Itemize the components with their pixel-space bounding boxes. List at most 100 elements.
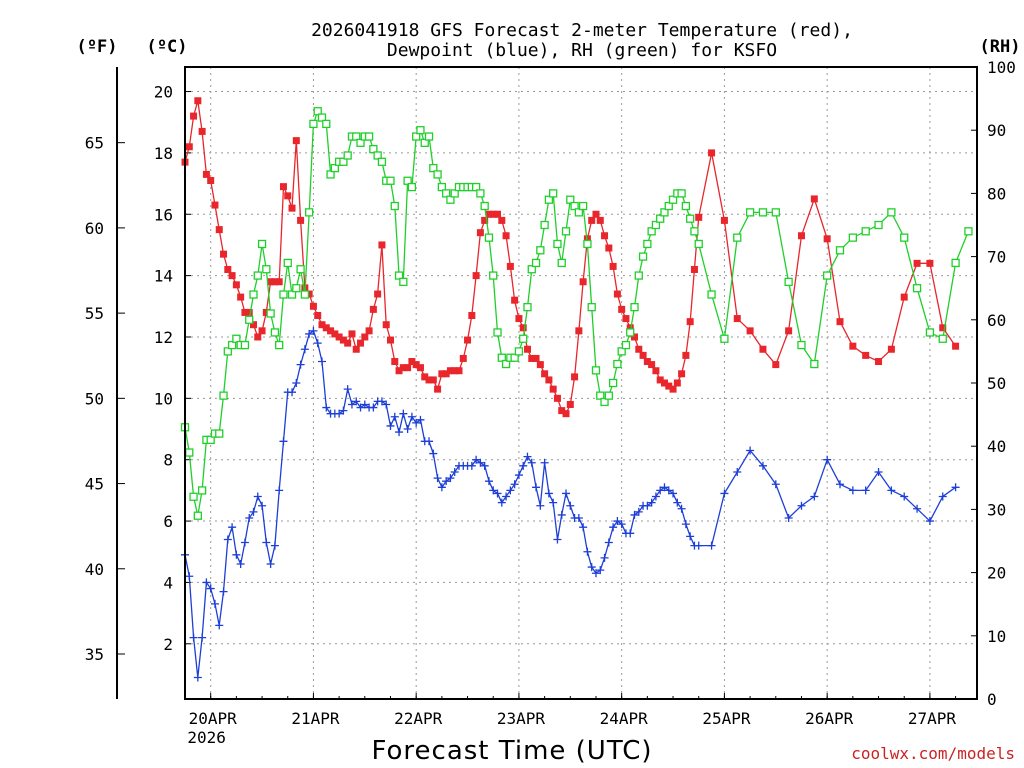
rh-point	[553, 239, 562, 249]
dewpoint-point	[245, 513, 254, 522]
rh-point	[352, 132, 361, 141]
rh-point	[377, 157, 387, 166]
dewpoint-point	[587, 563, 596, 572]
temperature-point	[622, 315, 630, 323]
temperature-point	[506, 262, 514, 270]
temperature-point	[331, 330, 339, 338]
temperature-point	[523, 345, 531, 353]
rh-point	[912, 284, 922, 293]
rh-tick-label: 70	[987, 248, 1006, 267]
temperature-point	[446, 367, 454, 375]
temperature-point	[408, 358, 416, 366]
celsius-tick-label: 10	[154, 389, 173, 408]
rh-line	[184, 109, 970, 516]
dewpoint-point	[369, 403, 378, 412]
temperature-point	[284, 192, 292, 200]
dewpoint-point	[604, 538, 613, 547]
temperature-point	[553, 394, 561, 402]
dewpoint-point	[536, 501, 545, 510]
temperature-point	[241, 308, 249, 316]
rh-point	[476, 189, 485, 198]
rh-point	[591, 366, 601, 375]
rh-point	[630, 303, 639, 312]
rh-point	[300, 290, 310, 299]
dewpoint-point	[544, 489, 553, 498]
temperature-point	[785, 327, 793, 335]
dewpoint-point	[493, 489, 502, 498]
temperature-point	[369, 305, 377, 313]
rh-point	[343, 151, 352, 160]
rh-point	[441, 189, 451, 198]
temperature-point	[344, 339, 352, 347]
temperature-point	[348, 330, 356, 338]
rh-point	[185, 448, 194, 457]
fahrenheit-tick-label: 60	[85, 219, 104, 238]
rh-point	[270, 328, 280, 337]
dewpoint-point	[562, 489, 571, 498]
temperature-point	[207, 177, 215, 185]
dewpoint-point	[651, 492, 660, 501]
temperature-point	[322, 324, 330, 332]
temperature-point	[823, 235, 831, 243]
temperature-point	[502, 232, 510, 240]
temperature-point	[279, 183, 287, 191]
rh-point	[403, 176, 412, 185]
rh-point	[900, 233, 909, 242]
dewpoint-point	[279, 437, 288, 446]
dewpoint-point	[553, 535, 562, 544]
temperature-point	[386, 336, 394, 344]
rh-point	[964, 227, 973, 236]
temperature-point	[558, 407, 566, 415]
dewpoint-point	[660, 483, 669, 492]
rh-point	[664, 201, 673, 211]
temperature-point	[378, 241, 386, 249]
temperature-point	[271, 278, 279, 286]
dewpoint-point	[643, 501, 652, 510]
dewpoint-point	[532, 483, 541, 492]
dewpoint-point	[600, 553, 609, 562]
temperature-point	[224, 265, 232, 273]
temperature-point	[678, 370, 686, 378]
temperature-point	[519, 324, 527, 332]
rh-point	[330, 163, 339, 173]
dewpoint-point	[887, 486, 896, 495]
rh-point	[797, 340, 806, 350]
temperature-point	[288, 204, 296, 212]
dewpoint-point	[557, 510, 566, 519]
rh-tick-label: 0	[987, 690, 997, 709]
dewpoint-point	[198, 633, 207, 642]
rh-point	[373, 151, 382, 160]
dewpoint-point	[412, 418, 421, 427]
rh-point	[326, 170, 335, 179]
temperature-point	[357, 339, 365, 347]
rh-point	[578, 201, 588, 211]
dewpoint-point	[758, 461, 767, 470]
rh-point	[733, 233, 742, 242]
dewpoint-point	[228, 523, 237, 532]
celsius-unit-label: (ºC)	[147, 37, 188, 57]
temperature-point	[952, 342, 960, 350]
dewpoint-point	[352, 397, 361, 406]
temperature-point	[438, 370, 446, 378]
rh-point	[690, 227, 699, 236]
temperature-point	[746, 327, 754, 335]
temperature-point	[335, 333, 343, 341]
dewpoint-point	[656, 486, 665, 495]
x-tick-label: 22APR	[394, 709, 443, 728]
rh-point	[386, 176, 395, 185]
temperature-point	[660, 379, 668, 387]
dewpoint-point	[258, 501, 267, 510]
rh-point	[197, 486, 207, 495]
temperature-point	[545, 376, 553, 384]
rh-point	[364, 132, 374, 141]
rh-point	[677, 189, 686, 198]
rh-point	[668, 195, 678, 204]
dewpoint-point	[574, 513, 583, 522]
gridlines	[185, 67, 977, 699]
temperature-point	[695, 213, 703, 221]
dewpoint-point	[925, 517, 934, 526]
rh-point	[587, 303, 596, 312]
dewpoint-point	[266, 560, 275, 569]
dewpoint-point	[480, 461, 489, 470]
dewpoint-point	[579, 523, 588, 532]
